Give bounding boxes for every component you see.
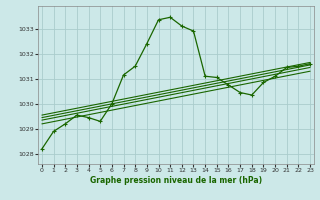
X-axis label: Graphe pression niveau de la mer (hPa): Graphe pression niveau de la mer (hPa) <box>90 176 262 185</box>
